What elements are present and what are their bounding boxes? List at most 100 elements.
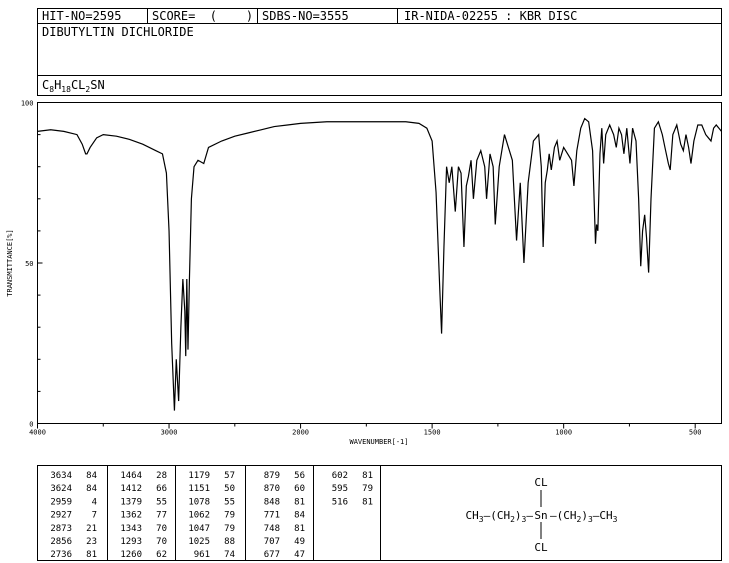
subscript: 2 <box>510 515 515 524</box>
peak-wavenumber: 516 <box>332 497 348 507</box>
peak-transmittance: 70 <box>156 524 167 534</box>
peak-transmittance: 84 <box>294 511 305 521</box>
text-piece: CH <box>466 509 479 522</box>
subscript: 3 <box>479 515 484 524</box>
peak-wavenumber: 2873 <box>50 524 72 534</box>
peak-transmittance: 47 <box>294 550 305 560</box>
peak-wavenumber: 1379 <box>120 497 142 507</box>
text-piece: ) <box>581 509 588 522</box>
peak-wavenumber: 879 <box>264 471 280 481</box>
text-piece: —CH <box>593 509 613 522</box>
peak-transmittance: 74 <box>224 550 235 560</box>
peak-wavenumber: 1293 <box>120 537 142 547</box>
struct-center: Sn <box>534 509 547 522</box>
x-tick-label: 1500 <box>424 429 441 437</box>
sdbs-no: SDBS-NO=3555 <box>262 9 349 23</box>
peak-transmittance: 81 <box>294 524 305 534</box>
subscript: 2 <box>577 515 582 524</box>
text-piece: H <box>54 78 61 92</box>
subscript: 3 <box>613 515 618 524</box>
peak-wavenumber: 1362 <box>120 511 142 521</box>
text-piece: — <box>526 509 533 522</box>
peak-transmittance: 79 <box>224 511 235 521</box>
peak-transmittance: 28 <box>156 471 167 481</box>
peak-wavenumber: 961 <box>194 550 210 560</box>
peak-wavenumber: 595 <box>332 484 348 494</box>
plot-frame <box>37 102 722 424</box>
subscript: 3 <box>588 515 593 524</box>
peak-wavenumber: 3624 <box>50 484 72 494</box>
peak-transmittance: 23 <box>86 537 97 547</box>
struct-left: CH3—(CH2)3— <box>466 509 534 524</box>
peak-wavenumber: 1047 <box>188 524 210 534</box>
peak-wavenumber: 1078 <box>188 497 210 507</box>
peak-transmittance: 66 <box>156 484 167 494</box>
peak-transmittance: 84 <box>86 484 97 494</box>
hit-no: HIT-NO=2595 <box>42 9 121 23</box>
subscript: 3 <box>522 515 527 524</box>
peak-wavenumber: 2736 <box>50 550 72 560</box>
y-tick-label: 0 <box>29 421 33 429</box>
peak-wavenumber: 1025 <box>188 537 210 547</box>
peak-transmittance: 60 <box>294 484 305 494</box>
x-tick-label: 2000 <box>292 429 309 437</box>
peak-transmittance: 81 <box>362 471 373 481</box>
peak-transmittance: 4 <box>92 497 97 507</box>
subscript: 8 <box>49 85 54 94</box>
method: IR-NIDA-02255 : KBR DISC <box>404 9 577 23</box>
struct-top: CL <box>534 476 548 489</box>
peak-wavenumber: 677 <box>264 550 280 560</box>
peak-transmittance: 55 <box>224 497 235 507</box>
peak-transmittance: 21 <box>86 524 97 534</box>
peak-wavenumber: 870 <box>264 484 280 494</box>
peak-transmittance: 79 <box>224 524 235 534</box>
peak-wavenumber: 3634 <box>50 471 72 481</box>
peak-transmittance: 84 <box>86 471 97 481</box>
peak-wavenumber: 1260 <box>120 550 142 560</box>
subscript: 2 <box>85 85 90 94</box>
peak-table-box <box>37 465 722 561</box>
peak-transmittance: 81 <box>294 497 305 507</box>
peak-wavenumber: 1343 <box>120 524 142 534</box>
peak-transmittance: 77 <box>156 511 167 521</box>
y-axis-label: TRANSMITTANCE[%] <box>6 229 14 296</box>
peak-transmittance: 79 <box>362 484 373 494</box>
text-piece: C <box>42 78 49 92</box>
x-tick-label: 3000 <box>161 429 178 437</box>
text-piece: ) <box>515 509 522 522</box>
text-piece: SN <box>90 78 104 92</box>
peak-transmittance: 57 <box>224 471 235 481</box>
peak-wavenumber: 707 <box>264 537 280 547</box>
struct-bottom: CL <box>534 541 548 554</box>
peak-wavenumber: 848 <box>264 497 280 507</box>
x-axis-label: WAVENUMBER[-1] <box>349 438 408 446</box>
spectrum <box>37 117 722 411</box>
peak-transmittance: 81 <box>86 550 97 560</box>
peak-wavenumber: 1151 <box>188 484 210 494</box>
peak-transmittance: 55 <box>156 497 167 507</box>
peak-wavenumber: 1179 <box>188 471 210 481</box>
peak-wavenumber: 2959 <box>50 497 72 507</box>
peak-transmittance: 81 <box>362 497 373 507</box>
peak-transmittance: 70 <box>156 537 167 547</box>
peak-wavenumber: 771 <box>264 511 280 521</box>
x-tick-label: 4000 <box>29 429 46 437</box>
peak-wavenumber: 2856 <box>50 537 72 547</box>
y-tick-label: 50 <box>25 260 33 268</box>
subscript: 18 <box>61 85 71 94</box>
peak-transmittance: 62 <box>156 550 167 560</box>
peak-wavenumber: 2927 <box>50 511 72 521</box>
peak-wavenumber: 602 <box>332 471 348 481</box>
peak-wavenumber: 1464 <box>120 471 142 481</box>
peak-transmittance: 49 <box>294 537 305 547</box>
formula: C8H18CL2SN <box>42 78 105 94</box>
text-piece: —(CH <box>484 509 511 522</box>
peak-wavenumber: 748 <box>264 524 280 534</box>
header-box <box>37 8 722 96</box>
peak-wavenumber: 1412 <box>120 484 142 494</box>
peak-transmittance: 56 <box>294 471 305 481</box>
text-piece: —(CH <box>550 509 577 522</box>
peak-transmittance: 88 <box>224 537 235 547</box>
